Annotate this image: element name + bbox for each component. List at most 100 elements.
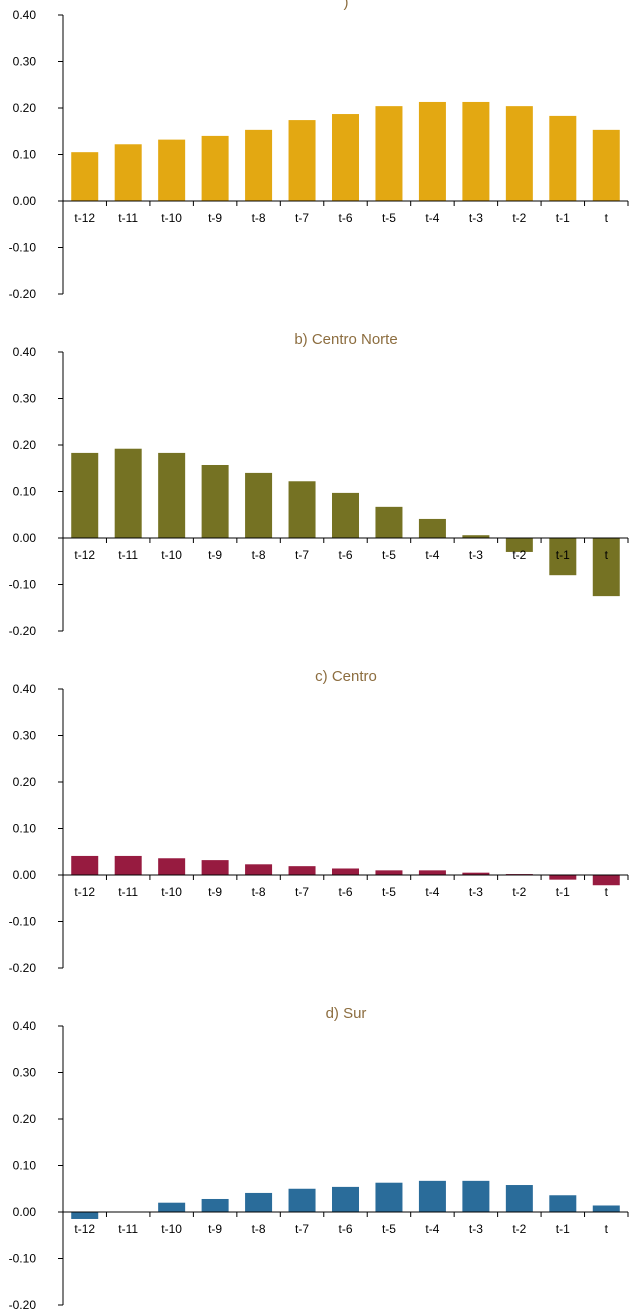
x-tick-label: t-6: [338, 1222, 352, 1236]
x-tick-label: t-4: [425, 211, 439, 225]
y-tick-label: 0.40: [13, 1019, 37, 1033]
bar-t-4: [418, 518, 446, 538]
bar-t-3: [462, 535, 490, 538]
x-tick-label: t-9: [208, 1222, 222, 1236]
y-tick-label: 0.20: [13, 101, 37, 115]
x-tick-label: t: [605, 548, 609, 562]
y-tick-label: 0.20: [13, 775, 37, 789]
y-tick-label: -0.10: [9, 915, 37, 929]
bar-t-3: [462, 101, 490, 201]
x-tick-label: t-11: [118, 211, 138, 225]
bar-t-5: [375, 106, 403, 201]
y-tick-label: -0.20: [9, 624, 37, 638]
bar-t-1: [549, 115, 577, 201]
x-tick-label: t-6: [338, 548, 352, 562]
x-tick-label: t-8: [252, 211, 266, 225]
bar-t: [592, 875, 620, 886]
bar-t-8: [245, 129, 273, 201]
x-tick-label: t-5: [382, 548, 396, 562]
bar-t-10: [158, 452, 186, 538]
bar-t-8: [245, 472, 273, 538]
bar-t-11: [114, 855, 142, 875]
x-tick-label: t-10: [161, 548, 182, 562]
x-tick-label: t-2: [512, 885, 526, 899]
bar-t-1: [549, 1195, 577, 1212]
x-tick-label: t-7: [295, 1222, 309, 1236]
bar-t-7: [288, 120, 316, 201]
x-tick-label: t-7: [295, 211, 309, 225]
bar-t-2: [505, 106, 533, 201]
bar-t: [592, 1205, 620, 1212]
y-tick-label: -0.10: [9, 578, 37, 592]
x-tick-label: t-9: [208, 885, 222, 899]
y-tick-label: 0.00: [13, 531, 37, 545]
bar-t-7: [288, 1188, 316, 1212]
bar-t-4: [418, 101, 446, 201]
y-tick-label: 0.00: [13, 1205, 37, 1219]
x-tick-label: t-9: [208, 211, 222, 225]
bar-t-6: [332, 1186, 359, 1212]
y-tick-label: 0.20: [13, 1112, 37, 1126]
x-tick-label: t-10: [161, 211, 182, 225]
x-tick-label: t-12: [74, 1222, 95, 1236]
y-tick-label: 0.00: [13, 868, 37, 882]
x-tick-label: t-1: [556, 548, 570, 562]
chart-panel-3: c) Centro 0.40 0.30 0.20 0.10 0.00 -0.10 -0.20 t…: [9, 668, 629, 975]
y-tick-label: -0.20: [9, 1298, 37, 1312]
x-tick-label: t-8: [252, 885, 266, 899]
y-tick-label: 0.40: [13, 345, 37, 359]
bar-t-4: [418, 1180, 446, 1212]
chart-title: c) Centro: [315, 668, 377, 685]
x-tick-label: t-8: [252, 1222, 266, 1236]
bar-t-6: [332, 868, 359, 875]
y-tick-label: 0.20: [13, 438, 37, 452]
y-tick-label: 0.30: [13, 55, 37, 69]
bar-t-4: [418, 870, 446, 875]
x-tick-label: t-6: [338, 885, 352, 899]
bar-t-7: [288, 866, 316, 875]
x-tick-label: t-2: [512, 1222, 526, 1236]
bar-t-6: [332, 492, 359, 538]
chart-panel-4: d) Sur 0.40 0.30 0.20 0.10 0.00 -0.10 -0.20 t-12…: [9, 1005, 629, 1312]
chart-title: b) Centro Norte: [294, 331, 397, 348]
y-tick-label: 0.40: [13, 8, 37, 22]
x-tick-label: t-12: [74, 885, 95, 899]
x-tick-label: t-7: [295, 885, 309, 899]
y-tick-label: -0.20: [9, 961, 37, 975]
y-tick-label: 0.10: [13, 822, 37, 836]
x-tick-label: t: [605, 211, 609, 225]
y-tick-label: -0.10: [9, 241, 37, 255]
x-tick-label: t-3: [469, 885, 483, 899]
x-tick-label: t-5: [382, 1222, 396, 1236]
bar-t-12: [71, 855, 99, 875]
x-tick-label: t-12: [74, 548, 95, 562]
bar-t-7: [288, 481, 316, 538]
x-tick-label: t: [605, 885, 609, 899]
x-tick-label: t-1: [556, 211, 570, 225]
bar-t-12: [71, 452, 99, 538]
bar-t-12: [71, 152, 99, 201]
y-tick-label: 0.30: [13, 1066, 37, 1080]
bar-t-9: [201, 464, 229, 538]
y-tick-label: 0.10: [13, 1159, 37, 1173]
bar-t-9: [201, 860, 229, 875]
x-tick-label: t-1: [556, 1222, 570, 1236]
x-tick-label: t-11: [118, 885, 138, 899]
chart-panel-1: ) 0.40 0.30 0.20 0.10 0.00 -0.10 -0.20 t-12 t-11 t…: [9, 0, 629, 301]
x-tick-label: t-11: [118, 1222, 138, 1236]
bar-t-12: [71, 1212, 99, 1219]
chart-title: ): [344, 0, 349, 11]
chart-title: d) Sur: [326, 1005, 367, 1022]
y-tick-label: 0.10: [13, 485, 37, 499]
bar-t-9: [201, 1198, 229, 1212]
bar-t-8: [245, 1192, 273, 1212]
bar-t-10: [158, 139, 186, 201]
bar-t-5: [375, 870, 403, 875]
x-tick-label: t-8: [252, 548, 266, 562]
bar-t-5: [375, 1182, 403, 1212]
bar-t-11: [114, 144, 142, 201]
x-tick-label: t-2: [512, 211, 526, 225]
x-tick-label: t: [605, 1222, 609, 1236]
bar-t-10: [158, 858, 186, 875]
